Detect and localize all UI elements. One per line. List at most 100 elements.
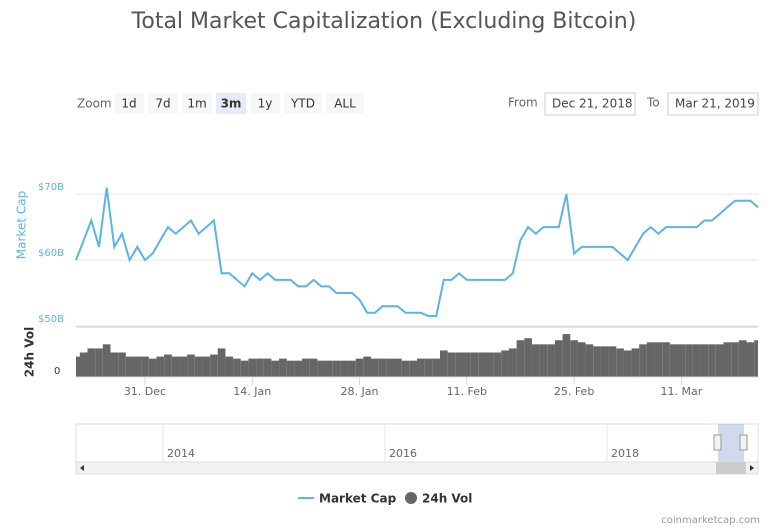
volume-bar [485, 352, 494, 377]
range-button[interactable] [148, 93, 178, 114]
volume-bar [501, 350, 509, 377]
range-button[interactable] [182, 93, 212, 114]
range-button[interactable] [250, 93, 280, 114]
volume-bar [110, 352, 119, 377]
range-button-label[interactable]: 7d [155, 97, 170, 111]
range-button[interactable] [216, 93, 246, 114]
range-button-label[interactable]: 1d [121, 97, 136, 111]
nav-handle[interactable] [713, 434, 722, 451]
y2-tick-label: 0 [54, 366, 60, 377]
volume-bar [424, 358, 433, 377]
volume-bar [332, 360, 341, 377]
range-button-label[interactable]: 1m [187, 97, 206, 111]
volume-bar [608, 346, 617, 377]
chart-title: Total Market Capitalization (Excluding B… [131, 9, 637, 34]
range-button[interactable] [114, 93, 144, 114]
volume-bar [478, 352, 486, 377]
volume-bar [669, 344, 678, 377]
volume-bar [616, 348, 624, 377]
legend-label[interactable]: 24h Vol [422, 492, 472, 506]
volume-bar [723, 342, 732, 377]
to-label: To [646, 96, 660, 110]
volume-bar [309, 358, 318, 377]
scrollbar-thumb[interactable] [716, 462, 746, 474]
x-tick-label: 11. Mar [660, 385, 702, 398]
volume-bar [562, 334, 571, 377]
volume-bar [631, 348, 640, 377]
volume-bar [194, 356, 203, 377]
zoom-label: Zoom [77, 97, 112, 111]
volume-bar [217, 348, 226, 377]
from-date[interactable]: Dec 21, 2018 [552, 97, 632, 111]
range-button[interactable] [326, 93, 364, 114]
volume-bar [539, 344, 548, 377]
scroll-right[interactable] [750, 465, 754, 471]
x-tick-label: 11. Feb [447, 385, 487, 398]
volume-bar [447, 352, 456, 377]
volume-bar [340, 360, 349, 377]
volume-bar [646, 342, 655, 377]
range-buttons: 1d 7d 1m 3m 1y YTD ALL [114, 93, 364, 114]
volume-bar [271, 360, 280, 377]
x-tick-label: 28. Jan [341, 385, 379, 398]
range-button-label[interactable]: 1y [258, 97, 273, 111]
volume-bar [570, 340, 578, 377]
volume-bar [462, 352, 471, 377]
from-label: From [508, 96, 538, 110]
to-date[interactable]: Mar 21, 2019 [675, 97, 755, 111]
range-button-label[interactable]: ALL [334, 97, 356, 111]
volume-bar [531, 344, 540, 377]
range-button-label[interactable]: 3m [221, 97, 242, 111]
nav-handle[interactable] [739, 434, 748, 451]
volume-bar [547, 344, 555, 377]
x-tick-label: 25. Feb [554, 385, 594, 398]
volume-bar [95, 348, 103, 377]
volume-bar [317, 360, 326, 377]
volume-bar [263, 358, 272, 377]
volume-bar [409, 360, 417, 377]
volume-bar [348, 360, 356, 377]
scrollbar[interactable] [75, 461, 759, 475]
volume-bar [524, 338, 532, 377]
volume-bar [585, 344, 594, 377]
volume-bar [455, 352, 463, 377]
volume-bar [133, 356, 142, 377]
to-input[interactable] [667, 92, 759, 116]
from-input[interactable] [544, 92, 636, 116]
volume-bar [118, 352, 126, 377]
volume-bar [738, 340, 747, 377]
range-button[interactable] [284, 93, 322, 114]
volume-bar [256, 358, 264, 377]
volume-bar [386, 358, 395, 377]
volume-bar [378, 358, 387, 377]
volume-bar [746, 342, 755, 377]
volume-bar [171, 356, 180, 377]
volume-bar [577, 342, 586, 377]
volume-bar [148, 358, 157, 377]
volume-bar [654, 342, 663, 377]
volume-bar [141, 356, 149, 377]
y-axis-label: Market Cap [15, 191, 29, 259]
scroll-left[interactable] [80, 465, 84, 471]
volume-bar [394, 358, 402, 377]
market-cap-line [75, 187, 759, 318]
legend-symbol[interactable] [405, 492, 417, 504]
volume-bar [508, 348, 517, 377]
volume-bar [179, 356, 188, 377]
volume-bar [401, 360, 410, 377]
volume-bar [685, 344, 693, 377]
volume-bar [715, 344, 724, 377]
legend-label[interactable]: Market Cap [319, 492, 397, 506]
range-button-label[interactable]: YTD [290, 97, 315, 111]
volume-bar [516, 340, 525, 377]
volume-bar [286, 360, 295, 377]
volume-bar [294, 360, 303, 377]
volume-bar [363, 356, 372, 377]
volume-bar [302, 358, 310, 377]
y-tick-label: $50B [38, 314, 64, 325]
volume-bar [600, 346, 609, 377]
volume-bar [210, 354, 218, 377]
volume-bar [493, 352, 502, 377]
legend: Market Cap 24h Vol [298, 492, 472, 506]
